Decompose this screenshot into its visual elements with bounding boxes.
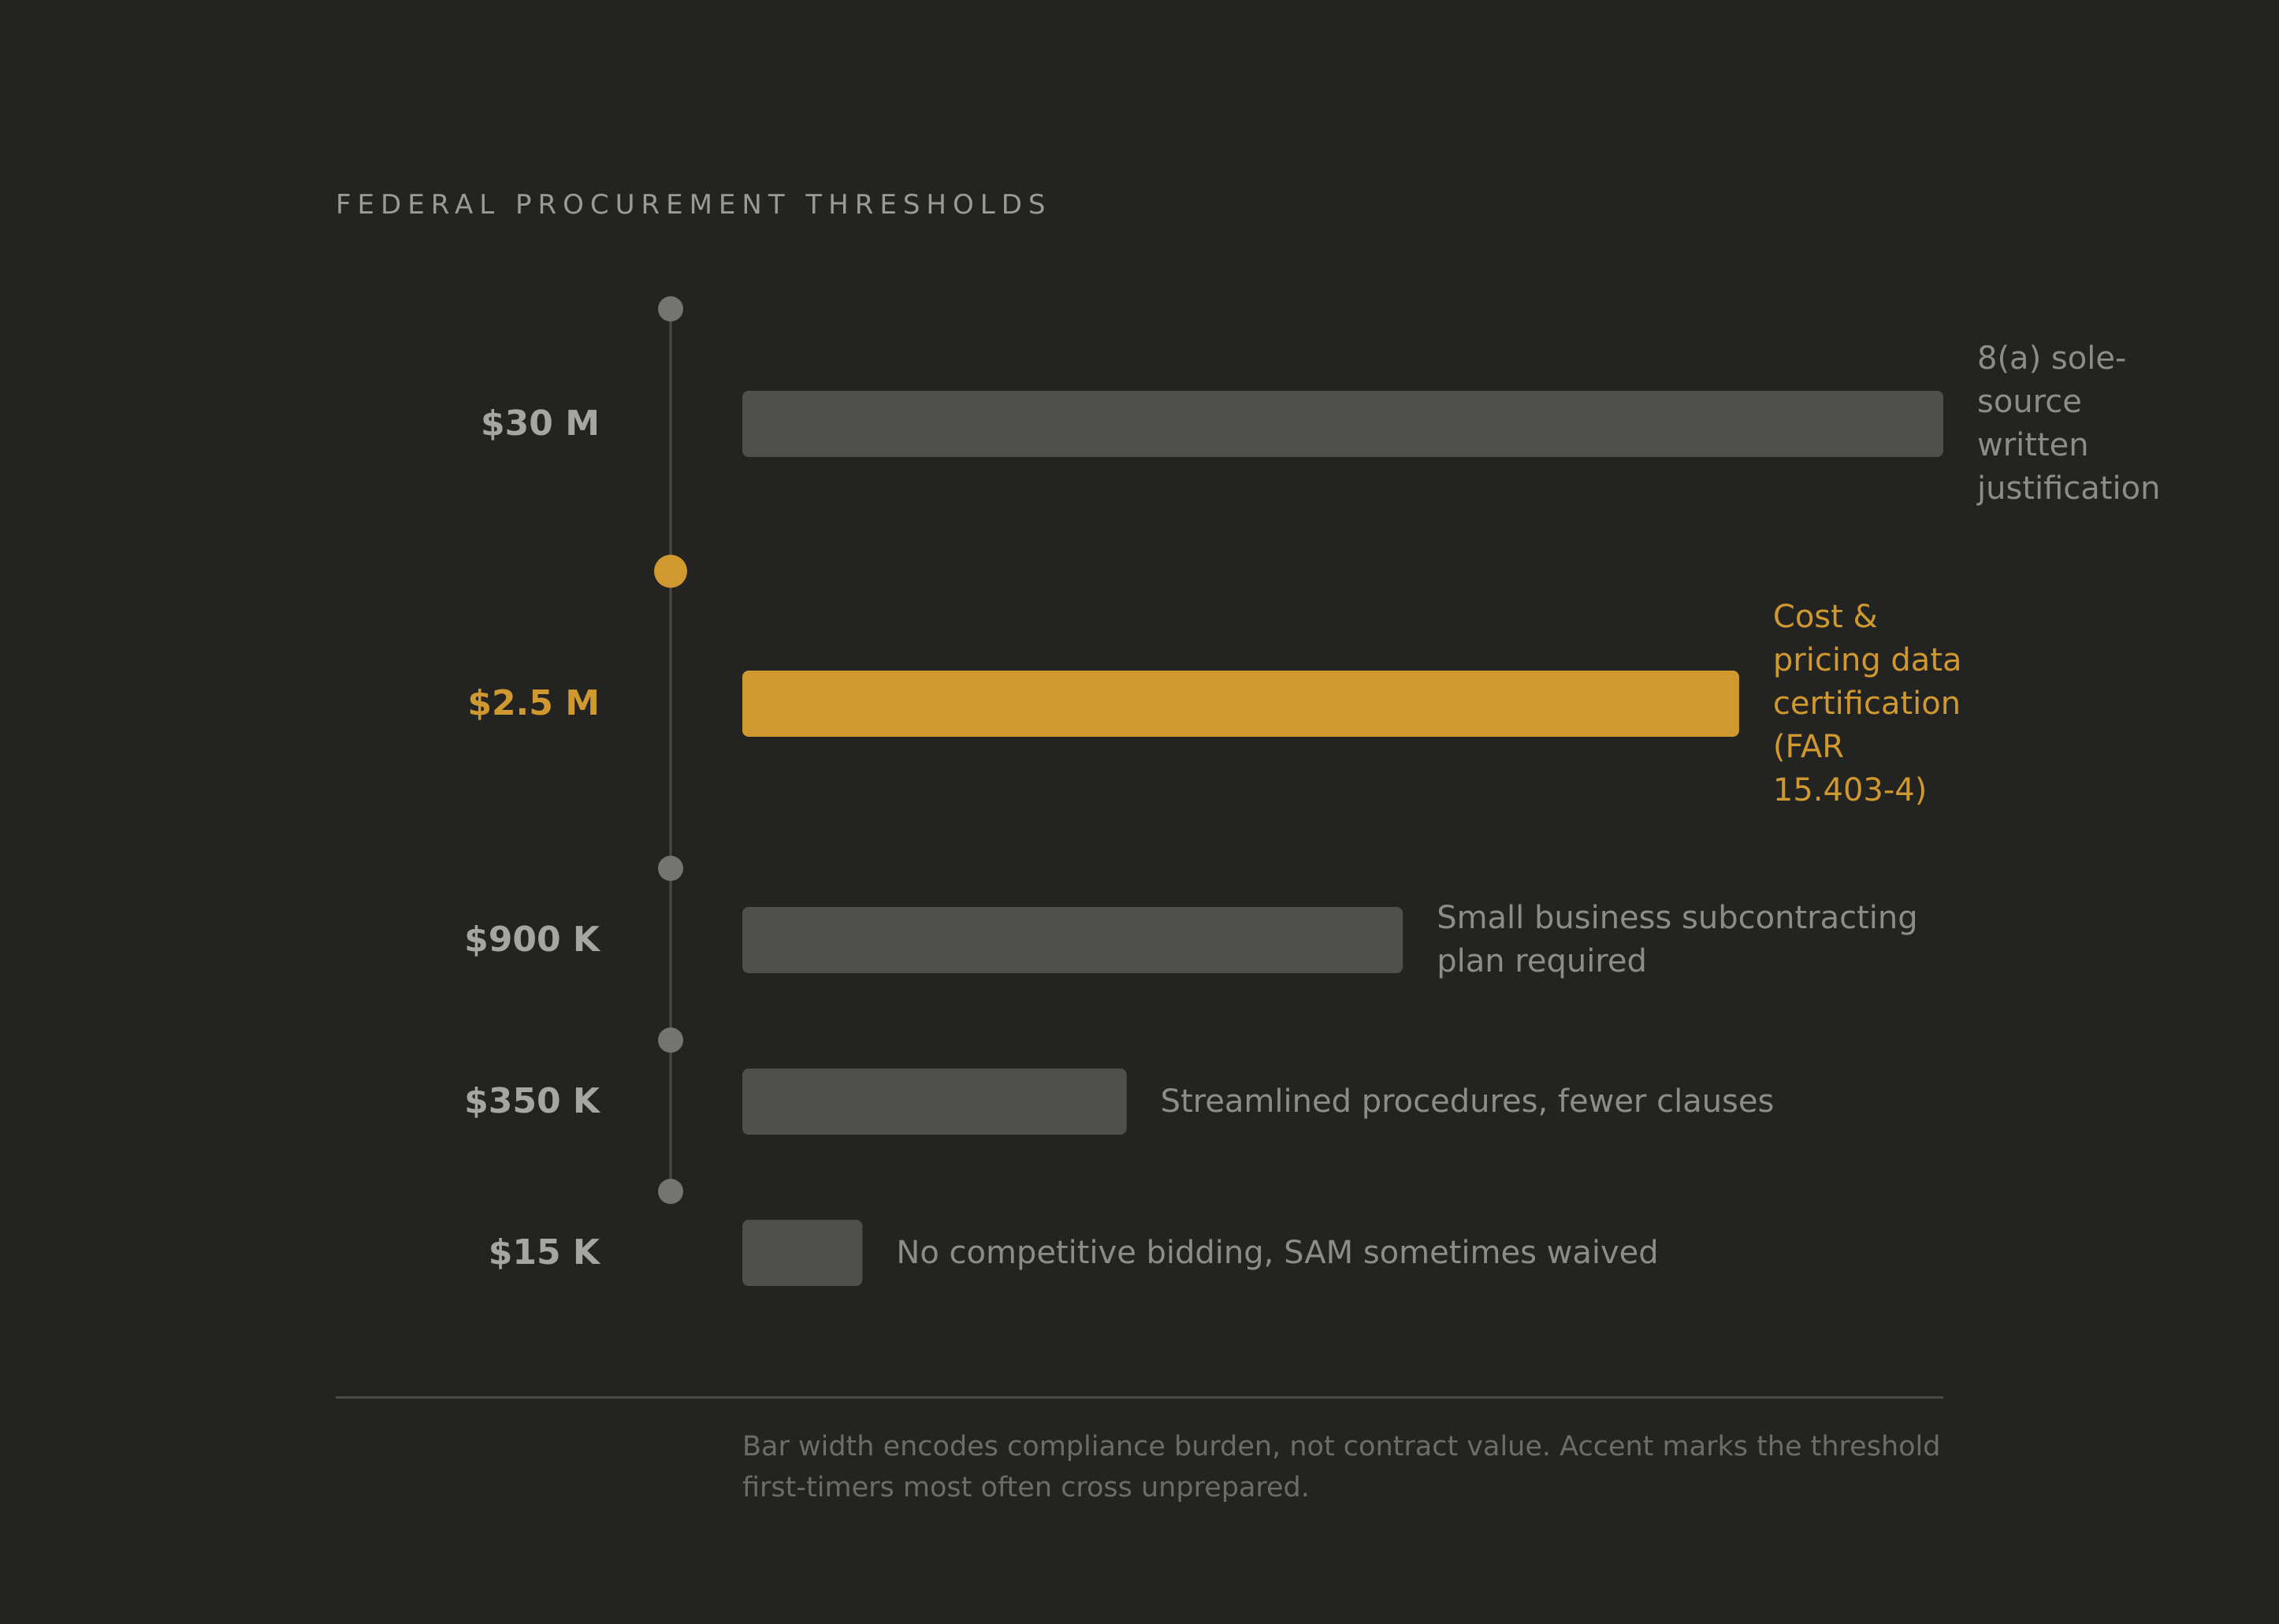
footer-divider: [336, 1396, 1943, 1399]
threshold-annotation: Small business subcontracting plan requi…: [1437, 900, 1918, 979]
threshold-marker: [658, 296, 683, 321]
threshold-marker: [654, 555, 687, 588]
threshold-label: $350 K: [464, 1081, 600, 1121]
threshold-label: $15 K: [488, 1232, 600, 1273]
bar-4: [742, 1220, 863, 1286]
threshold-marker: [658, 1179, 683, 1204]
bar-3: [742, 1068, 1127, 1135]
threshold-label: $2.5 M: [467, 683, 600, 723]
footnote: Bar width encodes compliance burden, not…: [742, 1431, 1941, 1503]
threshold-label: $30 M: [481, 403, 600, 444]
threshold-marker: [658, 856, 683, 881]
threshold-label: $900 K: [464, 920, 600, 960]
threshold-annotation: Streamlined procedures, fewer clauses: [1160, 1083, 1775, 1120]
bar-1: [742, 671, 1739, 737]
chart-title: FEDERAL PROCUREMENT THRESHOLDS: [336, 189, 1052, 221]
threshold-annotation: Cost & pricing data certification (FAR 1…: [1772, 598, 1962, 808]
threshold-marker: [658, 1028, 683, 1053]
threshold-annotation: No competitive bidding, SAM sometimes wa…: [896, 1234, 1659, 1271]
threshold-annotation: 8(a) sole-source written justification: [1977, 340, 2161, 507]
bar-0: [742, 391, 1943, 457]
bar-2: [742, 907, 1403, 973]
